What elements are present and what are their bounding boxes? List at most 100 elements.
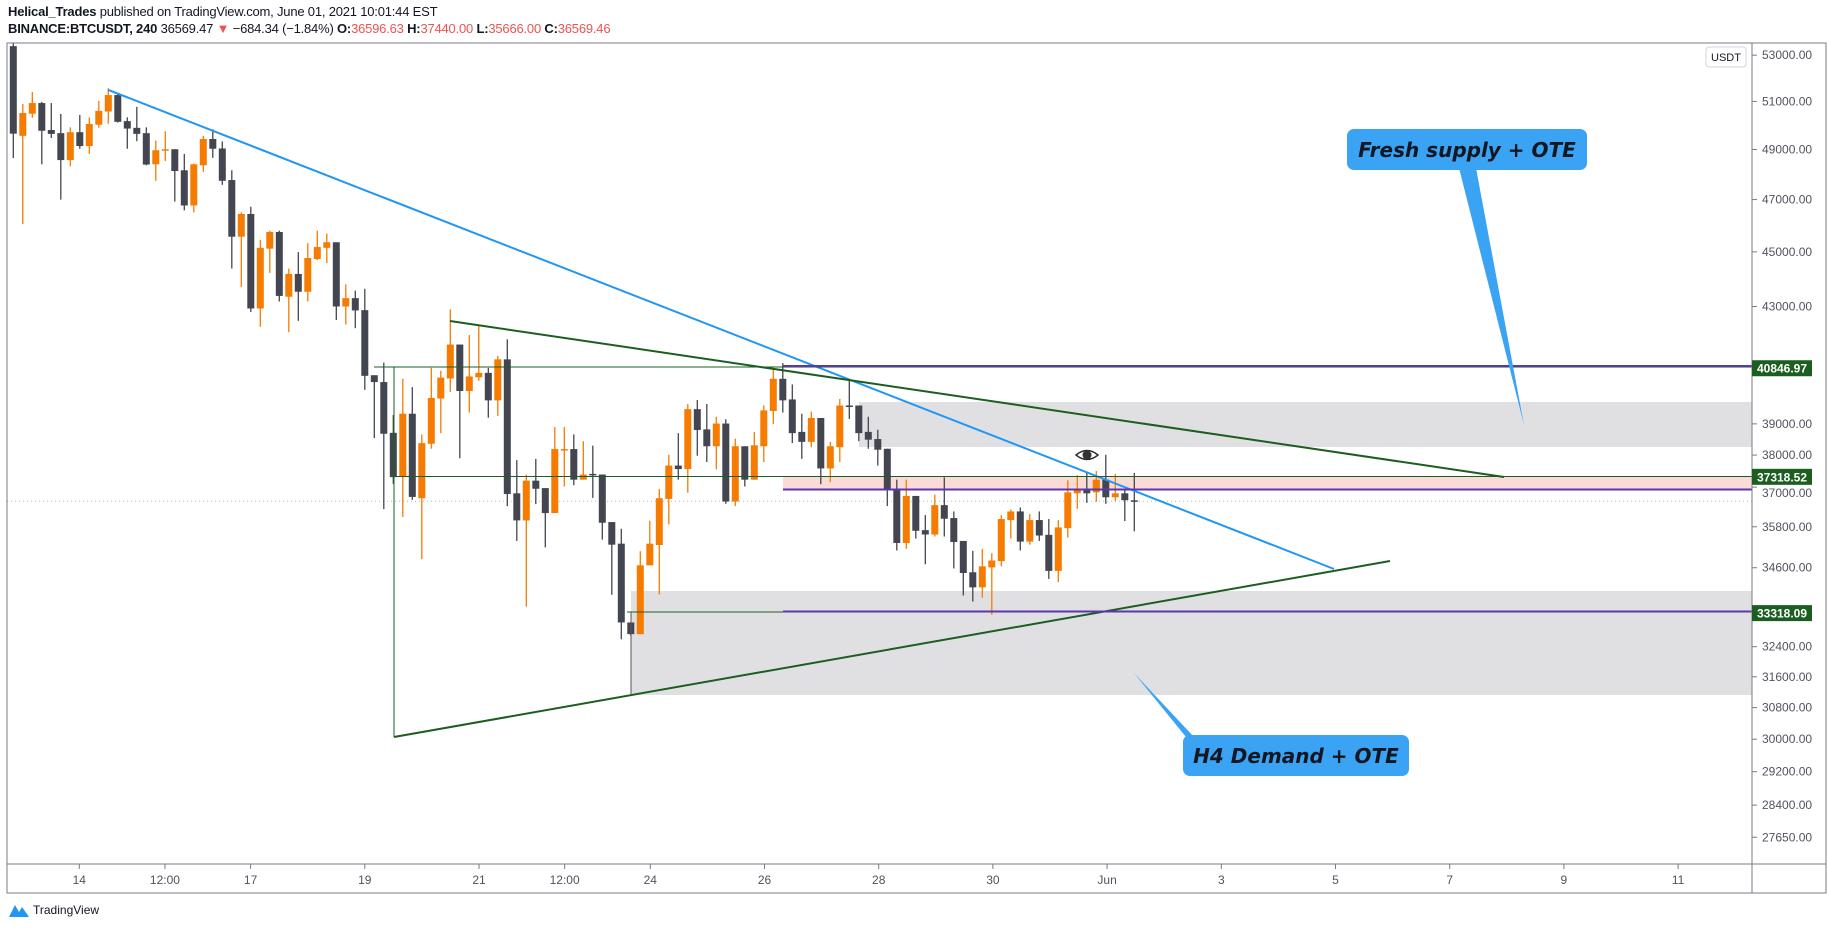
candle-body	[864, 431, 872, 440]
price-axis[interactable]: 53000.00 51000.00 49000.00 47000.00 45000.00…	[1752, 48, 1812, 844]
candle	[76, 114, 84, 149]
price-tick-label: 51000.00	[1762, 94, 1812, 108]
candle-body	[47, 130, 55, 134]
eye-icon[interactable]	[1074, 449, 1100, 461]
candle	[1007, 509, 1015, 539]
candle-body	[608, 522, 616, 545]
candle-body	[342, 298, 350, 307]
candle	[560, 426, 568, 487]
candle	[712, 416, 720, 470]
candle	[47, 103, 55, 139]
time-tick-label: 28	[872, 873, 886, 887]
time-tick-label: Jun	[1097, 873, 1116, 887]
candle-body	[123, 121, 131, 129]
candle-body	[1111, 493, 1119, 498]
candle	[798, 413, 806, 459]
high-label: H:	[407, 21, 421, 36]
candle	[171, 149, 179, 202]
candle-body	[1102, 479, 1110, 498]
currency-badge[interactable]: USDT	[1705, 46, 1747, 68]
author-name[interactable]: Helical_Trades	[8, 4, 97, 19]
candle	[313, 230, 321, 261]
price-level-label: 40846.97	[1757, 362, 1807, 376]
candle-body	[836, 405, 844, 448]
candle	[484, 367, 492, 418]
candle	[218, 141, 226, 185]
last-price: 36569.47	[160, 21, 214, 36]
candle	[9, 43, 17, 159]
tradingview-logo[interactable]: TradingView	[8, 902, 99, 918]
demand-callout[interactable]: H4 Demand + OTE	[1134, 673, 1409, 776]
candle-body	[399, 413, 407, 478]
supply-callout[interactable]: Fresh supply + OTE	[1347, 129, 1587, 425]
candle	[275, 230, 283, 302]
candle-body	[437, 377, 445, 399]
candle-body	[950, 518, 958, 542]
demand-zone	[631, 591, 1752, 695]
candle-body	[247, 213, 255, 309]
candle	[465, 335, 473, 413]
candle	[589, 445, 597, 498]
candle	[731, 438, 739, 507]
candle-body	[532, 480, 540, 489]
candle	[399, 378, 407, 518]
candle-body	[85, 124, 93, 147]
candle-body	[285, 273, 293, 297]
price-tick-label: 39000.00	[1762, 417, 1812, 431]
candle-body	[1083, 489, 1091, 494]
candle-body	[209, 138, 217, 149]
candle	[1130, 472, 1138, 532]
candle	[503, 339, 511, 507]
candle-body	[114, 95, 122, 122]
candle	[893, 479, 901, 551]
symbol-legend: BINANCE:BTCUSDT, 240 36569.47 ▼ −684.34 …	[8, 21, 611, 36]
close-value: 36569.46	[557, 21, 611, 36]
candle-body	[104, 95, 112, 112]
candle-body	[769, 378, 777, 411]
candle	[323, 233, 331, 264]
candle-body	[332, 242, 340, 307]
price-tick-label: 53000.00	[1762, 48, 1812, 62]
candle	[85, 117, 93, 154]
candle-body	[1007, 511, 1015, 521]
publish-text: published on TradingView.com, June 01, 2…	[99, 4, 438, 19]
candle	[437, 370, 445, 434]
candle	[817, 418, 825, 485]
time-axis[interactable]: 14 12:00 17 19 21 12:00 24 26 28 30 Jun 3 5 7 9 11	[73, 864, 1685, 887]
candle-body	[1121, 493, 1129, 501]
demand-callout-text: H4 Demand + OTE	[1193, 744, 1399, 768]
price-tick-label: 49000.00	[1762, 142, 1812, 156]
candle	[256, 239, 264, 327]
candle	[361, 288, 369, 390]
candle-body	[817, 418, 825, 469]
candle	[940, 477, 948, 537]
candle-body	[427, 397, 435, 444]
candle	[513, 460, 521, 541]
candle-body	[522, 480, 530, 521]
candle-body	[893, 489, 901, 543]
callouts: Fresh supply + OTE H4 Demand + OTE	[1074, 129, 1587, 776]
candle-body	[199, 138, 207, 166]
candle-body	[978, 566, 986, 588]
candle-body	[551, 449, 559, 514]
candle	[693, 400, 701, 456]
price-level-badge	[1752, 468, 1812, 485]
resistance-zone	[783, 477, 1752, 490]
candle-body	[19, 113, 27, 136]
price-level-badge	[1752, 605, 1812, 622]
candle-body	[560, 449, 568, 451]
candle-body	[826, 446, 834, 469]
descending-trendline	[107, 88, 1335, 570]
time-tick-label: 5	[1332, 873, 1339, 887]
symbol-name[interactable]: BINANCE:BTCUSDT, 240	[8, 21, 158, 36]
candle-body	[988, 560, 996, 568]
price-change: −684.34 (−1.84%)	[232, 21, 334, 36]
candle-body	[788, 399, 796, 434]
candle-body	[655, 498, 663, 546]
price-tick-label: 38000.00	[1762, 448, 1812, 462]
candle	[209, 129, 217, 158]
chart-frame	[6, 42, 1827, 894]
candle-body	[883, 448, 891, 491]
candle-body	[1054, 527, 1062, 571]
